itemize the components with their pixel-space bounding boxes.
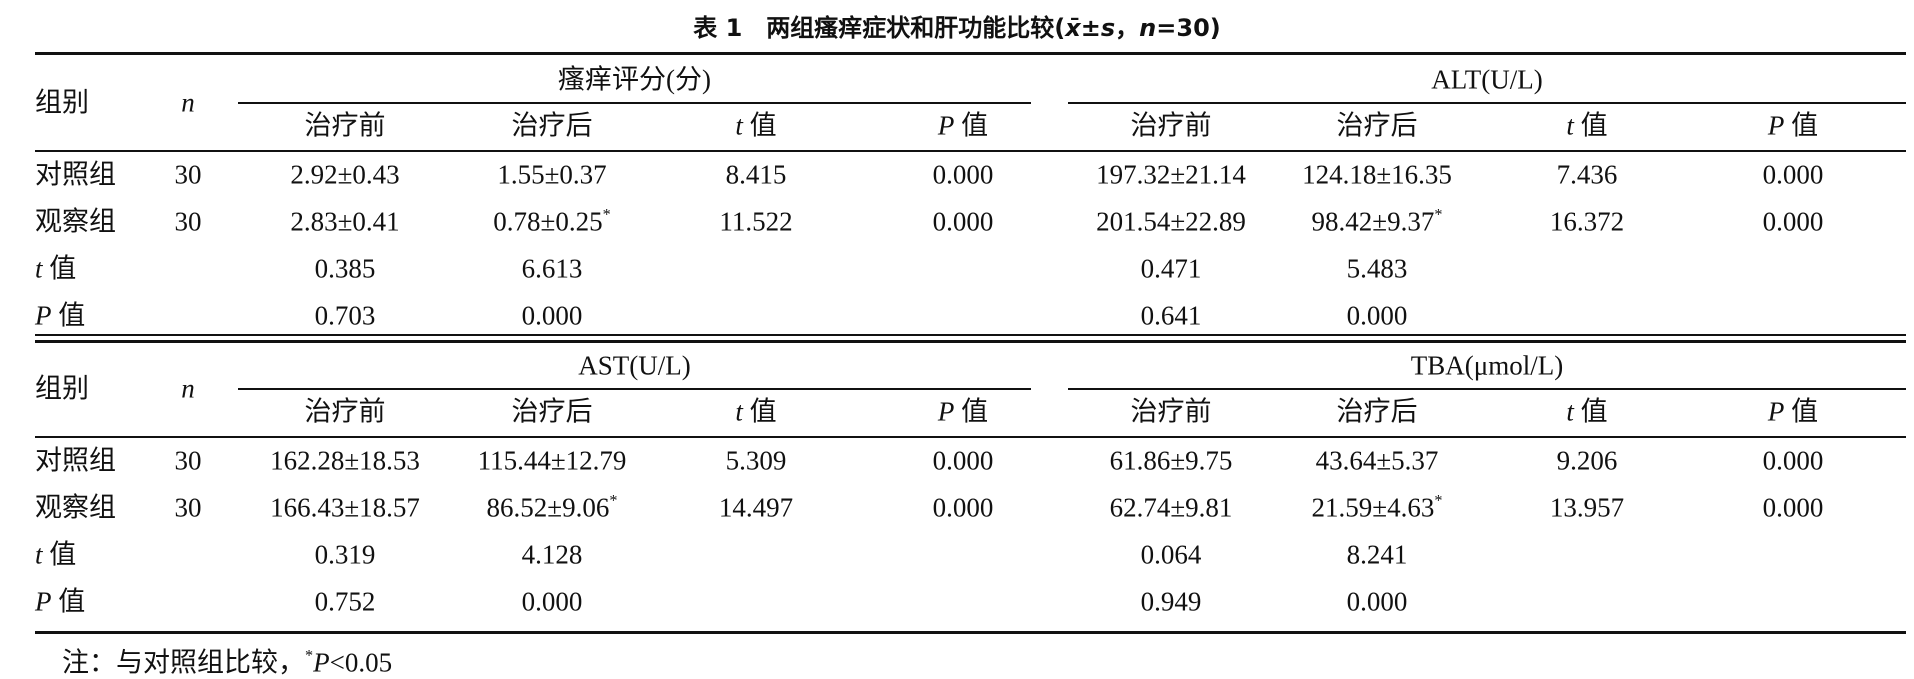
cell: 0.000 — [1346, 586, 1408, 617]
cell: 0.471 — [1140, 253, 1202, 284]
cell: 0.949 — [1140, 586, 1202, 617]
group-label: 组别 — [35, 87, 89, 118]
note: 注：与对照组比较，*P<0.05 — [62, 646, 393, 678]
column-header: t 值 — [735, 396, 777, 427]
cell: 0.641 — [1140, 300, 1202, 331]
column-header: 治疗前 — [1130, 110, 1212, 141]
row-label: P 值 — [35, 300, 86, 331]
cell: 6.613 — [521, 253, 583, 284]
cell: 98.42±9.37* — [1311, 205, 1443, 237]
cell: 201.54±22.89 — [1096, 206, 1246, 237]
cell: 61.86±9.75 — [1109, 445, 1233, 476]
cell: 124.18±16.35 — [1302, 159, 1452, 190]
cell: 0.000 — [1346, 300, 1408, 331]
table-title: 表 1 两组瘙痒症状和肝功能比较(x̄±s，n=30) — [693, 14, 1221, 42]
row-label: 观察组 — [35, 492, 116, 523]
cell: 0.000 — [932, 206, 994, 237]
row-n: 30 — [174, 445, 202, 476]
cell: 16.372 — [1549, 206, 1625, 237]
column-header: P 值 — [937, 396, 989, 427]
row-label: 对照组 — [35, 159, 116, 190]
cell: 1.55±0.37 — [497, 159, 607, 190]
cell: 62.74±9.81 — [1109, 492, 1233, 523]
column-header: 治疗前 — [304, 110, 386, 141]
row-label: t 值 — [35, 539, 77, 570]
rule — [238, 388, 1031, 390]
n-label: n — [181, 87, 195, 118]
column-header: 治疗后 — [511, 396, 593, 427]
cell: 0.064 — [1140, 539, 1202, 570]
column-header: P 值 — [937, 110, 989, 141]
column-header: t 值 — [1566, 396, 1608, 427]
cell: 0.752 — [314, 586, 376, 617]
rule — [35, 340, 1906, 343]
cell: 162.28±18.53 — [270, 445, 420, 476]
column-header: P 值 — [1767, 396, 1819, 427]
row-label: 观察组 — [35, 206, 116, 237]
rule — [35, 631, 1906, 634]
cell: 11.522 — [719, 206, 793, 237]
group-label: 组别 — [35, 373, 89, 404]
n-label: n — [181, 373, 195, 404]
column-header: t 值 — [735, 110, 777, 141]
cell: 0.000 — [1762, 445, 1824, 476]
rule — [1068, 388, 1906, 390]
cell: 0.000 — [521, 300, 583, 331]
column-header: t 值 — [1566, 110, 1608, 141]
cell: 0.703 — [314, 300, 376, 331]
cell: 5.309 — [725, 445, 787, 476]
cell: 166.43±18.57 — [270, 492, 420, 523]
cell: 8.415 — [725, 159, 787, 190]
cell: 8.241 — [1346, 539, 1408, 570]
cell: 0.000 — [1762, 206, 1824, 237]
rule — [1068, 102, 1906, 104]
cell: 7.436 — [1556, 159, 1618, 190]
cell: 0.385 — [314, 253, 376, 284]
rule — [35, 150, 1906, 152]
cell: 0.78±0.25* — [493, 205, 611, 237]
column-header: 治疗后 — [511, 110, 593, 141]
cell: 197.32±21.14 — [1096, 159, 1246, 190]
column-header: 治疗前 — [1130, 396, 1212, 427]
row-n: 30 — [174, 159, 202, 190]
rule — [238, 102, 1031, 104]
cell: 2.83±0.41 — [290, 206, 400, 237]
group-name: ALT(U/L) — [1431, 64, 1543, 95]
column-header: 治疗前 — [304, 396, 386, 427]
cell: 86.52±9.06* — [486, 491, 618, 523]
group-name: AST(U/L) — [578, 350, 691, 381]
cell: 0.000 — [932, 492, 994, 523]
row-label: t 值 — [35, 253, 77, 284]
cell: 43.64±5.37 — [1315, 445, 1439, 476]
rule — [35, 334, 1906, 336]
cell: 5.483 — [1346, 253, 1408, 284]
row-n: 30 — [174, 492, 202, 523]
cell: 13.957 — [1549, 492, 1625, 523]
cell: 0.000 — [932, 159, 994, 190]
row-label: 对照组 — [35, 445, 116, 476]
group-name: 瘙痒评分(分) — [558, 64, 711, 95]
cell: 9.206 — [1556, 445, 1618, 476]
cell: 2.92±0.43 — [290, 159, 400, 190]
cell: 115.44±12.79 — [477, 445, 627, 476]
row-n: 30 — [174, 206, 202, 237]
cell: 0.000 — [1762, 159, 1824, 190]
cell: 14.497 — [718, 492, 794, 523]
cell: 0.319 — [314, 539, 376, 570]
rule — [35, 436, 1906, 438]
cell: 0.000 — [521, 586, 583, 617]
cell: 0.000 — [1762, 492, 1824, 523]
column-header: P 值 — [1767, 110, 1819, 141]
cell: 4.128 — [521, 539, 583, 570]
cell: 0.000 — [932, 445, 994, 476]
group-name: TBA(μmol/L) — [1410, 350, 1564, 381]
row-label: P 值 — [35, 586, 86, 617]
column-header: 治疗后 — [1336, 396, 1418, 427]
rule — [35, 52, 1906, 55]
cell: 21.59±4.63* — [1311, 491, 1443, 523]
column-header: 治疗后 — [1336, 110, 1418, 141]
